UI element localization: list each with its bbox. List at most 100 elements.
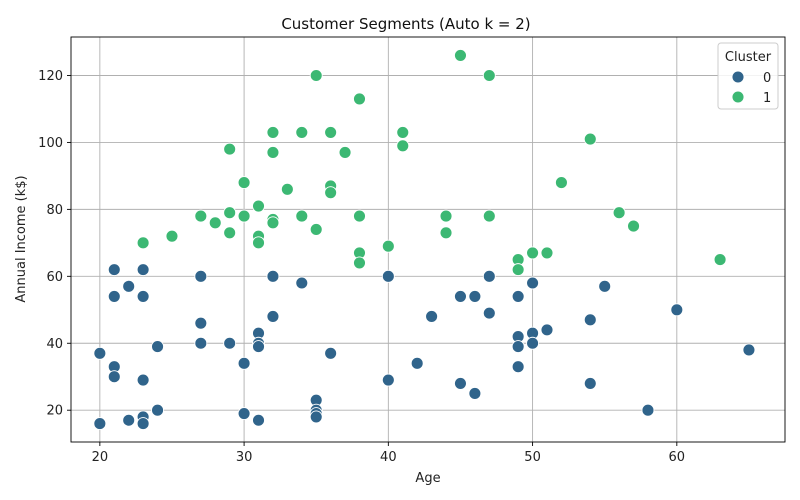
data-point-cluster-0 <box>107 289 121 303</box>
data-point-cluster-1 <box>194 209 208 223</box>
data-point-cluster-0 <box>381 269 395 283</box>
data-point-cluster-1 <box>713 253 727 267</box>
x-tick-label: 40 <box>380 450 397 465</box>
y-tick-label: 60 <box>46 270 63 285</box>
plot-area <box>71 37 785 442</box>
data-point-cluster-1 <box>266 125 280 139</box>
legend-label-series-1: 1 <box>763 91 771 106</box>
data-point-cluster-1 <box>295 209 309 223</box>
data-point-cluster-0 <box>194 336 208 350</box>
data-point-cluster-1 <box>252 199 265 213</box>
series-1-points <box>136 48 727 277</box>
data-point-cluster-1 <box>511 263 525 277</box>
data-point-cluster-0 <box>237 407 251 420</box>
data-point-cluster-1 <box>612 206 626 220</box>
data-point-cluster-1 <box>482 209 496 223</box>
data-point-cluster-1 <box>309 69 323 82</box>
data-point-cluster-1 <box>266 216 280 230</box>
data-point-cluster-1 <box>324 186 338 200</box>
data-points <box>93 48 756 431</box>
x-tick-label: 50 <box>524 450 541 465</box>
data-point-cluster-0 <box>194 269 208 283</box>
data-point-cluster-0 <box>252 413 265 427</box>
y-axis-ticks: 20 40 60 80 100 120 <box>38 69 71 419</box>
y-tick-label: 80 <box>46 203 63 218</box>
data-point-cluster-0 <box>468 387 482 400</box>
data-point-cluster-0 <box>136 289 150 303</box>
data-point-cluster-0 <box>136 417 150 431</box>
legend-marker-series-1 <box>731 90 745 104</box>
x-tick-label: 30 <box>236 450 253 465</box>
x-tick-label: 20 <box>92 450 109 465</box>
data-point-cluster-1 <box>554 176 568 190</box>
plot-frame <box>70 36 786 443</box>
data-point-cluster-0 <box>742 343 756 357</box>
data-point-cluster-0 <box>511 340 525 354</box>
legend-title: Cluster <box>725 50 772 65</box>
data-point-cluster-1 <box>526 246 540 260</box>
data-point-cluster-0 <box>511 360 525 374</box>
data-point-cluster-0 <box>511 289 525 303</box>
data-point-cluster-1 <box>136 236 150 250</box>
data-point-cluster-0 <box>151 403 164 417</box>
data-point-cluster-1 <box>627 219 640 233</box>
data-point-cluster-1 <box>280 182 294 196</box>
chart-title: Customer Segments (Auto k = 2) <box>281 15 530 33</box>
data-point-cluster-0 <box>223 336 237 350</box>
data-point-cluster-0 <box>425 310 439 323</box>
data-point-cluster-0 <box>641 403 655 417</box>
data-point-cluster-0 <box>583 313 597 327</box>
data-point-cluster-0 <box>583 376 597 390</box>
data-point-cluster-1 <box>353 209 366 223</box>
data-point-cluster-0 <box>482 269 496 283</box>
data-point-cluster-0 <box>468 289 482 303</box>
data-point-cluster-1 <box>583 132 597 146</box>
data-point-cluster-0 <box>381 373 395 387</box>
data-point-cluster-1 <box>353 92 366 106</box>
series-0-points <box>93 263 756 431</box>
data-point-cluster-0 <box>93 346 107 360</box>
data-point-cluster-0 <box>482 306 496 320</box>
data-point-cluster-0 <box>526 336 540 350</box>
y-tick-label: 120 <box>38 69 63 84</box>
data-point-cluster-0 <box>151 340 164 354</box>
data-point-cluster-1 <box>540 246 554 260</box>
data-point-cluster-0 <box>454 289 467 303</box>
data-point-cluster-0 <box>526 276 540 290</box>
x-tick-label: 60 <box>669 450 686 465</box>
data-point-cluster-1 <box>223 142 237 156</box>
data-point-cluster-0 <box>122 279 136 293</box>
x-axis-label: Age <box>415 471 440 486</box>
x-axis-ticks: 20 30 40 50 60 <box>92 442 686 465</box>
data-point-cluster-1 <box>309 223 323 236</box>
data-point-cluster-0 <box>598 279 612 293</box>
data-point-cluster-1 <box>439 209 453 223</box>
data-point-cluster-0 <box>194 316 208 330</box>
data-point-cluster-1 <box>396 139 410 153</box>
data-point-cluster-0 <box>454 376 467 390</box>
legend-box <box>717 42 779 110</box>
data-point-cluster-1 <box>266 146 280 159</box>
data-point-cluster-1 <box>353 256 366 270</box>
data-point-cluster-1 <box>252 236 265 250</box>
data-point-cluster-0 <box>237 356 251 370</box>
y-axis-label: Annual Income (k$) <box>14 175 29 302</box>
legend: Cluster 0 1 <box>717 42 779 110</box>
data-point-cluster-0 <box>410 356 424 370</box>
y-tick-label: 40 <box>46 337 63 352</box>
data-point-cluster-0 <box>93 417 107 431</box>
data-point-cluster-0 <box>266 269 280 283</box>
data-point-cluster-0 <box>266 310 280 323</box>
data-point-cluster-1 <box>237 209 251 223</box>
data-point-cluster-1 <box>324 125 338 139</box>
data-point-cluster-1 <box>208 216 222 230</box>
data-point-cluster-1 <box>295 125 309 139</box>
data-point-cluster-0 <box>670 303 684 317</box>
data-point-cluster-1 <box>381 239 395 253</box>
legend-label-series-0: 0 <box>763 71 771 86</box>
data-point-cluster-1 <box>482 69 496 82</box>
data-point-cluster-1 <box>223 206 237 220</box>
data-point-cluster-0 <box>309 410 323 424</box>
data-point-cluster-0 <box>540 323 554 337</box>
